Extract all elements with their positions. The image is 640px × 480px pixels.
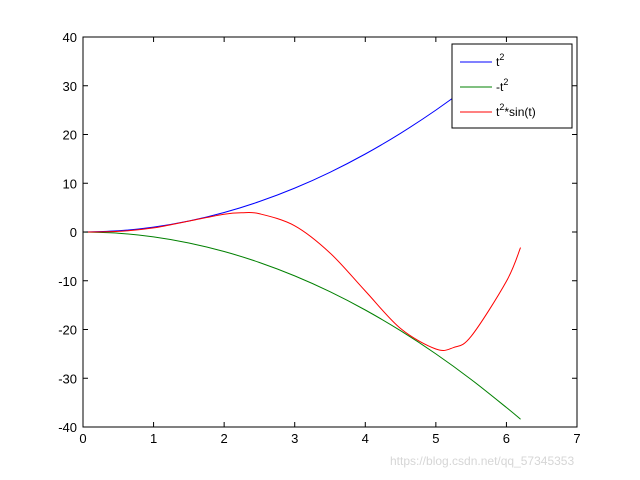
x-tick-label: 3: [291, 431, 298, 446]
x-axis: 0 1 2 3 4 5 6 7: [79, 37, 581, 446]
legend: t2 -t2 t2*sin(t): [451, 43, 573, 129]
legend-label-2: t2*sin(t): [496, 102, 536, 119]
x-tick-label: 7: [573, 431, 580, 446]
legend-label-1: -t2: [496, 77, 508, 94]
legend-box: [451, 43, 573, 129]
y-axis: -40 -30 -20 -10 0 10 20 30 40: [58, 30, 577, 435]
x-tick-label: 1: [150, 431, 157, 446]
y-tick-label: -30: [58, 371, 77, 386]
x-tick-label: 6: [503, 431, 510, 446]
watermark-text: https://blog.csdn.net/qq_57345353: [390, 454, 575, 468]
y-tick-label: -40: [58, 420, 77, 435]
y-tick-label: 40: [63, 30, 77, 45]
legend-label-0: t2: [496, 52, 504, 69]
y-tick-label: 10: [63, 176, 77, 191]
y-tick-label: 20: [63, 128, 77, 143]
series-line-1: [82, 231, 521, 420]
x-tick-label: 2: [221, 431, 228, 446]
series-line-2: [82, 211, 522, 351]
x-tick-label: 4: [362, 431, 369, 446]
y-tick-label: 30: [63, 79, 77, 94]
y-tick-label: -10: [58, 274, 77, 289]
x-tick-label: 5: [432, 431, 439, 446]
y-tick-label: -20: [58, 323, 77, 338]
y-tick-label: 0: [70, 225, 77, 240]
x-tick-label: 0: [79, 431, 86, 446]
